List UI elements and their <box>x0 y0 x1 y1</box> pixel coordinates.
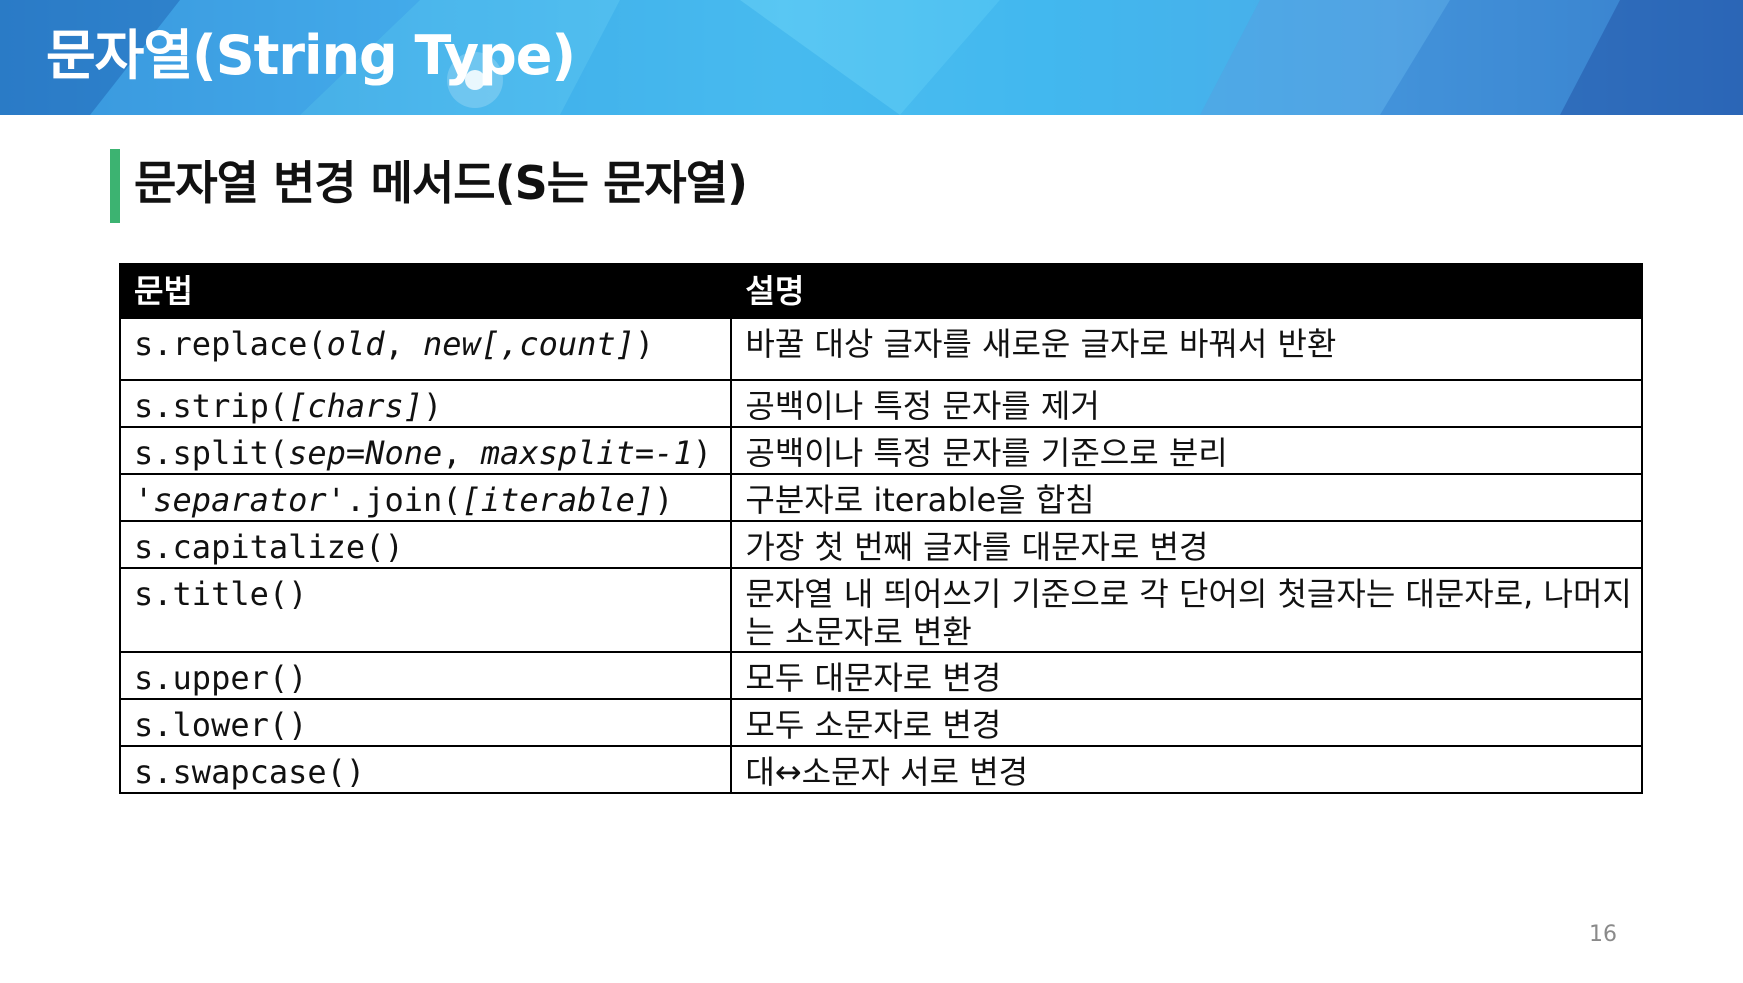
banner-background-pattern <box>0 0 1743 115</box>
syntax-segment: [iterable] <box>461 481 655 519</box>
description-cell: 가장 첫 번째 글자를 대문자로 변경 <box>730 520 1643 569</box>
header-description: 설명 <box>730 263 1643 319</box>
syntax-cell: 'separator'.join([iterable]) <box>118 473 733 522</box>
description-cell: 공백이나 특정 문자를 기준으로 분리 <box>730 426 1643 475</box>
syntax-segment: ) <box>634 325 655 363</box>
syntax-segment: s.swapcase() <box>134 753 366 791</box>
description-cell: 모두 대문자로 변경 <box>730 651 1643 700</box>
syntax-segment: maxsplit=-1 <box>480 434 693 472</box>
description-cell: 바꿀 대상 글자를 새로운 글자로 바꿔서 반환 <box>730 317 1643 381</box>
syntax-cell: s.title() <box>118 567 733 653</box>
syntax-cell: s.strip([chars]) <box>118 379 733 428</box>
syntax-segment: s.lower() <box>134 706 308 744</box>
description-cell: 대↔소문자 서로 변경 <box>730 745 1643 794</box>
syntax-segment: separator <box>153 481 327 519</box>
syntax-cell: s.lower() <box>118 698 733 747</box>
syntax-segment: [chars] <box>288 387 423 425</box>
table-row: s.swapcase() 대↔소문자 서로 변경 <box>118 745 1643 794</box>
table-row: s.lower() 모두 소문자로 변경 <box>118 698 1643 747</box>
syntax-segment: new[,count] <box>422 325 635 363</box>
description-cell: 구분자로 iterable을 합침 <box>730 473 1643 522</box>
table-row: s.strip([chars]) 공백이나 특정 문자를 제거 <box>118 379 1643 428</box>
syntax-segment: , <box>442 434 481 472</box>
description-cell: 문자열 내 띄어쓰기 기준으로 각 단어의 첫글자는 대문자로, 나머지는 소문… <box>730 567 1643 653</box>
syntax-cell: s.upper() <box>118 651 733 700</box>
syntax-segment: '.join( <box>326 481 462 519</box>
table-row: s.capitalize() 가장 첫 번째 글자를 대문자로 변경 <box>118 520 1643 569</box>
table-header-row: 문법 설명 <box>118 263 1643 319</box>
section-accent-bar <box>110 149 120 223</box>
page-number: 16 <box>1589 922 1617 947</box>
table-body: s.replace(old, new[,count]) 바꿀 대상 글자를 새로운… <box>118 317 1643 794</box>
syntax-segment: s.replace( <box>134 325 327 363</box>
table-row: s.replace(old, new[,count]) 바꿀 대상 글자를 새로운… <box>118 317 1643 381</box>
syntax-segment: s.title() <box>134 575 308 613</box>
syntax-cell: s.swapcase() <box>118 745 733 794</box>
header-syntax: 문법 <box>118 263 733 319</box>
syntax-segment: s.split( <box>134 434 289 472</box>
section-title: 문자열 변경 메서드(S는 문자열) <box>134 156 748 210</box>
syntax-segment: , <box>384 325 423 363</box>
syntax-segment: ) <box>422 387 443 425</box>
table-row: s.split(sep=None, maxsplit=-1) 공백이나 특정 문자… <box>118 426 1643 475</box>
table-row: s.title() 문자열 내 띄어쓰기 기준으로 각 단어의 첫글자는 대문자로… <box>118 567 1643 653</box>
syntax-cell: s.split(sep=None, maxsplit=-1) <box>118 426 733 475</box>
description-cell: 공백이나 특정 문자를 제거 <box>730 379 1643 428</box>
slide-title: 문자열(String Type) <box>46 24 576 87</box>
syntax-cell: s.capitalize() <box>118 520 733 569</box>
table-row: s.upper() 모두 대문자로 변경 <box>118 651 1643 700</box>
description-cell: 모두 소문자로 변경 <box>730 698 1643 747</box>
syntax-segment: old <box>326 325 385 363</box>
syntax-segment: ) <box>692 434 712 472</box>
table-row: 'separator'.join([iterable]) 구분자로 iterabl… <box>118 473 1643 522</box>
header-banner: 문자열(String Type) <box>0 0 1743 115</box>
syntax-segment: ' <box>134 481 154 519</box>
syntax-segment: s.strip( <box>134 387 289 425</box>
syntax-cell: s.replace(old, new[,count]) <box>118 317 733 381</box>
syntax-segment: s.capitalize() <box>134 528 404 566</box>
string-methods-table: 문법 설명 s.replace(old, new[,count]) 바꿀 대상 글… <box>118 263 1643 794</box>
syntax-segment: ) <box>654 481 674 519</box>
syntax-segment: s.upper() <box>134 659 308 697</box>
syntax-segment: sep=None <box>288 434 443 472</box>
